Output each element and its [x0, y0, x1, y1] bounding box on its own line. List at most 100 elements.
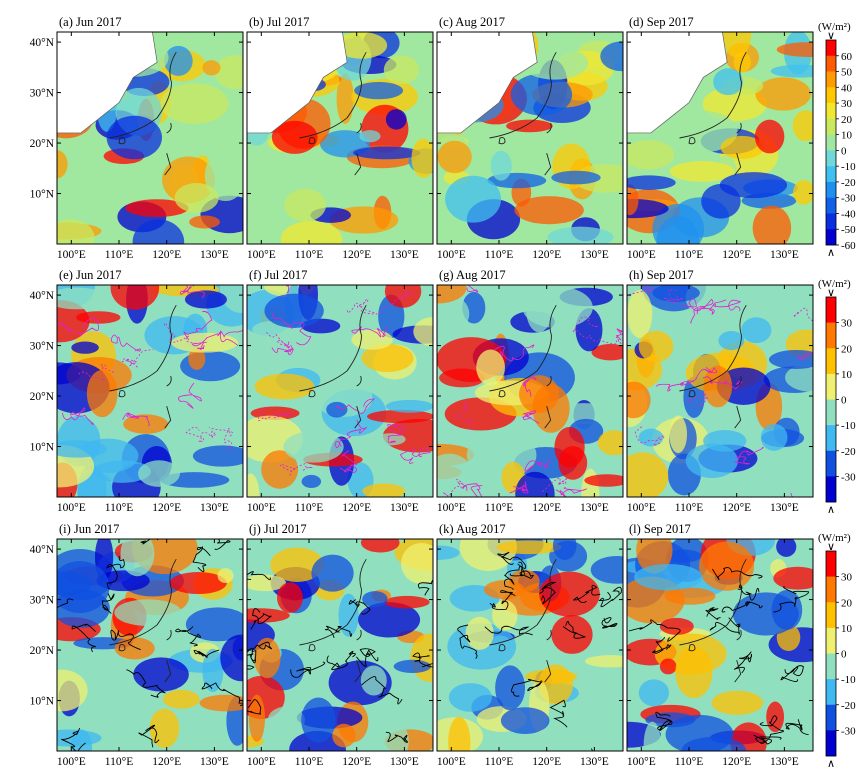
lat-tick-label: 10°N	[30, 442, 55, 454]
colorbar-tick-label: -20	[841, 700, 856, 712]
field-blob	[301, 474, 322, 489]
contour-line	[652, 636, 672, 654]
field-blob	[437, 295, 470, 333]
contour-line	[412, 652, 433, 668]
lon-tick-label: 110°E	[105, 756, 133, 768]
field-blob	[149, 708, 180, 749]
contour-line	[793, 307, 813, 322]
field-blob	[362, 591, 388, 608]
field-blob	[506, 119, 553, 133]
field-blob	[160, 83, 229, 124]
lon-tick-label: 110°E	[295, 502, 323, 514]
colorbar-tick-label: 30	[841, 98, 853, 110]
field-blob	[413, 317, 433, 347]
lon-tick-label: 110°E	[295, 249, 323, 261]
map-panel: (d) Sep 2017 100°E 110°E 120°E 130°E	[626, 15, 814, 261]
field-blob	[354, 81, 404, 100]
lon-tick-label: 100°E	[627, 502, 656, 514]
field-blob	[652, 285, 700, 302]
contour-line	[185, 426, 217, 443]
colorbar-tick-label: 0	[841, 395, 847, 407]
field-blob	[627, 140, 675, 170]
panel-frame	[56, 538, 244, 752]
lon-tick-label: 110°E	[675, 502, 703, 514]
colorbar-tick-label: -30	[841, 193, 856, 205]
contour-line	[208, 426, 233, 451]
field-blob	[776, 539, 797, 557]
field-blob	[521, 46, 589, 80]
contour-line	[721, 601, 763, 613]
field-blob	[698, 541, 755, 591]
lon-tick-label: 130°E	[580, 249, 609, 261]
field-blob	[627, 381, 651, 419]
colorbar-tick-label: 0	[841, 145, 847, 157]
field-blob	[189, 215, 220, 229]
chart-row-3: (i) Jun 2017 40°N 30°N 20°N 10°N 100°E 110°E 12…	[30, 522, 857, 770]
contour-line	[326, 650, 356, 671]
field-blob	[718, 330, 745, 351]
field-blob	[202, 648, 224, 693]
colorbar-swatch	[826, 551, 836, 577]
shaded-field	[437, 32, 623, 244]
contour-line	[628, 619, 681, 642]
field-blob	[522, 286, 593, 329]
panel-label: (c) Aug 2017	[439, 15, 505, 29]
field-blob	[552, 539, 577, 560]
field-blob	[638, 679, 670, 707]
land-mask	[627, 32, 728, 134]
shaded-field	[57, 285, 243, 497]
lon-tick-label: 100°E	[627, 756, 656, 768]
coastline	[299, 558, 367, 683]
contour-line	[690, 298, 714, 324]
panel-label: (j) Jul 2017	[249, 522, 307, 536]
field-blob	[711, 690, 764, 715]
panel-frame	[436, 31, 624, 245]
field-blob	[525, 669, 578, 684]
field-blob	[114, 599, 182, 626]
lon-tick-label: 120°E	[722, 249, 751, 261]
map-panel: (g) Aug 2017 100°E 110°E 120°E 130°E	[436, 268, 624, 514]
field-blob	[643, 721, 662, 751]
contour-line	[106, 556, 125, 590]
field-blob	[401, 542, 433, 584]
contour-line	[681, 298, 716, 315]
lon-tick-label: 100°E	[247, 756, 276, 768]
field-blob	[57, 150, 68, 179]
field-blob	[267, 706, 306, 734]
field-blob	[551, 170, 601, 185]
colorbar-unit: (W/m²)	[818, 21, 851, 33]
field-blob	[57, 669, 88, 712]
chart-row-1: (a) Jun 2017 40°N 30°N 20°N 10°N 100°E 110°E 12…	[30, 15, 857, 261]
colorbar-swatch	[826, 297, 836, 323]
field-blob	[627, 175, 676, 190]
contour-line	[247, 699, 262, 715]
colorbar-swatch	[826, 40, 836, 57]
field-blob	[720, 135, 764, 160]
coastline	[679, 51, 747, 176]
lat-tick-label: 40°N	[30, 290, 55, 302]
lat-tick-label: 40°N	[30, 544, 55, 556]
contour-line	[734, 446, 764, 465]
field-blob	[496, 540, 562, 555]
field-blob	[659, 617, 694, 635]
colorbar-swatch	[826, 87, 836, 104]
contour-line	[598, 586, 622, 608]
field-blob	[174, 182, 219, 213]
field-blob	[411, 138, 433, 178]
contour-line	[290, 661, 326, 678]
field-blob	[185, 607, 243, 642]
contour-line	[257, 406, 293, 422]
colorbar-tick-label: -30	[841, 725, 856, 737]
contour-line	[562, 620, 586, 639]
contour-line	[709, 617, 741, 635]
field-blob	[769, 349, 813, 369]
contour-line	[192, 546, 211, 573]
contour-line	[61, 727, 86, 751]
contour-line	[247, 653, 257, 670]
field-blob	[254, 373, 315, 400]
panel-frame	[246, 538, 434, 752]
field-blob	[120, 539, 155, 577]
contour-line	[466, 285, 479, 293]
field-blob	[766, 701, 785, 733]
